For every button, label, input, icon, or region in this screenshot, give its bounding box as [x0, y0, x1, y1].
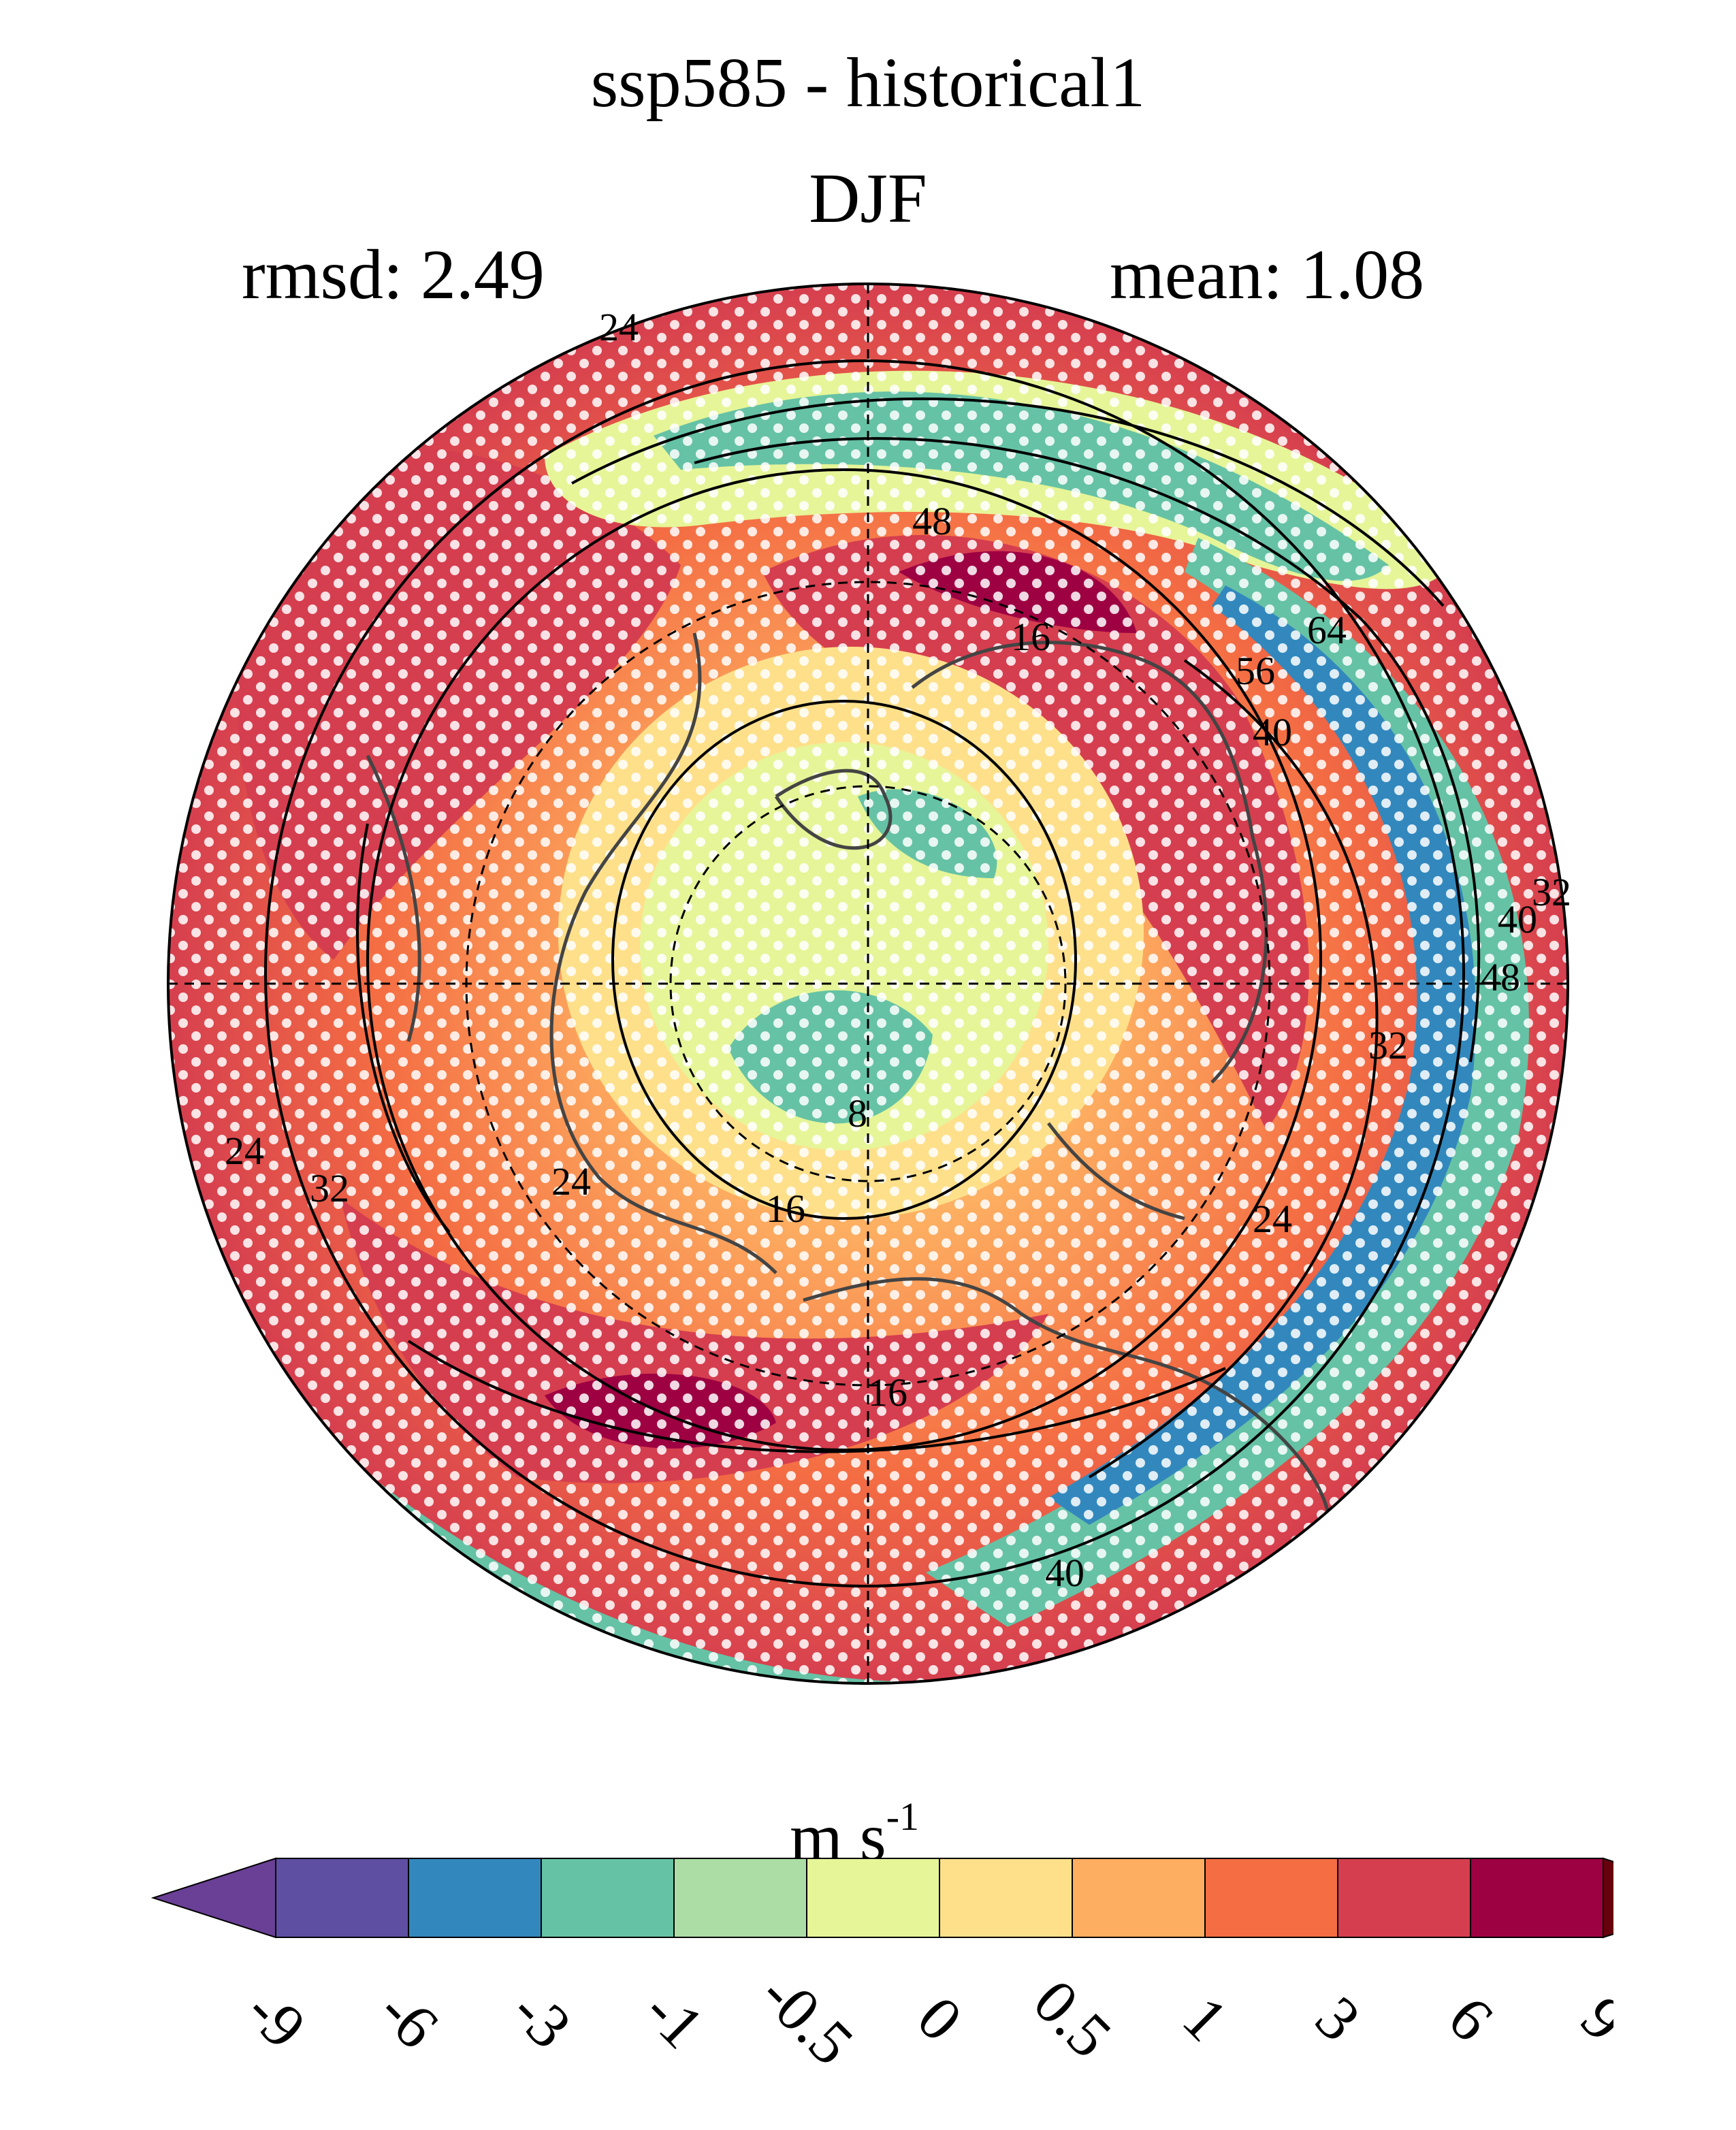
polar-map: 24 48 16 56 64 40 32 40 48 32 8 16 24 24… — [167, 283, 1571, 1685]
contour-label: 24 — [1253, 1197, 1292, 1241]
contour-label: 32 — [1532, 870, 1571, 914]
colorbar-swatch — [1072, 1858, 1206, 1938]
contour-label: 16 — [1011, 615, 1050, 659]
colorbar-swatch — [541, 1858, 675, 1938]
colorbar-tick-label: -6 — [366, 1975, 452, 2061]
contours — [264, 359, 1481, 1587]
colorbar-swatch — [1204, 1858, 1338, 1938]
contour-label: 24 — [225, 1129, 264, 1173]
colorbar-over-arrow — [1603, 1857, 1613, 1939]
colorbar-tick-label: -9 — [234, 1975, 319, 2061]
colorbar-swatch — [1337, 1858, 1471, 1938]
contour-label: 8 — [848, 1091, 867, 1135]
contour-label: 48 — [912, 499, 952, 543]
contour-label: 40 — [1045, 1551, 1084, 1595]
colorbar: -9 -6 -3 -1 -0.5 0 0.5 1 3 6 9 — [150, 1857, 1613, 2078]
contour-label: 64 — [1307, 608, 1347, 652]
map-boundary — [167, 283, 1569, 1685]
contour-label: 40 — [1498, 897, 1537, 941]
rmsd-label: rmsd: 2.49 — [242, 236, 545, 314]
chart-title: ssp585 - historical1 — [590, 44, 1146, 122]
mean-label: mean: 1.08 — [1110, 236, 1425, 314]
contour-label: 32 — [310, 1166, 349, 1210]
colorbar-tick-label: -1 — [632, 1975, 718, 2061]
colorbar-tick-label: 3 — [1302, 1983, 1374, 2054]
colorbar-swatch — [673, 1858, 807, 1938]
colorbar-tick-label: 0.5 — [1020, 1967, 1125, 2071]
colorbar-swatch — [939, 1858, 1073, 1938]
colorbar-tick-label: -0.5 — [748, 1959, 867, 2078]
colorbar-swatch — [408, 1858, 542, 1938]
contour-label: 32 — [1368, 1023, 1408, 1067]
contour-label: 24 — [551, 1159, 591, 1204]
colorbar-swatch — [1470, 1858, 1604, 1938]
colorbar-under-arrow — [150, 1857, 276, 1939]
colorbar-tick-label: -3 — [499, 1975, 585, 2061]
chart-subtitle: DJF — [809, 159, 927, 238]
contour-label: 16 — [868, 1370, 907, 1415]
contour-label: 40 — [1253, 710, 1292, 754]
colorbar-swatch — [275, 1858, 409, 1938]
contour-label: 48 — [1481, 955, 1520, 999]
colorbar-swatch — [806, 1858, 940, 1938]
contour-label: 24 — [599, 305, 639, 349]
colorbar-tick-label: 1 — [1170, 1983, 1241, 2054]
contour-label: 56 — [1236, 649, 1275, 693]
colorbar-tick-label: 6 — [1435, 1983, 1507, 2054]
stipple-region — [168, 284, 1568, 1683]
colorbar-tick-label: 9 — [1568, 1983, 1613, 2054]
colorbar-tick-label: 0 — [904, 1983, 976, 2054]
contour-label: 16 — [766, 1187, 805, 1231]
